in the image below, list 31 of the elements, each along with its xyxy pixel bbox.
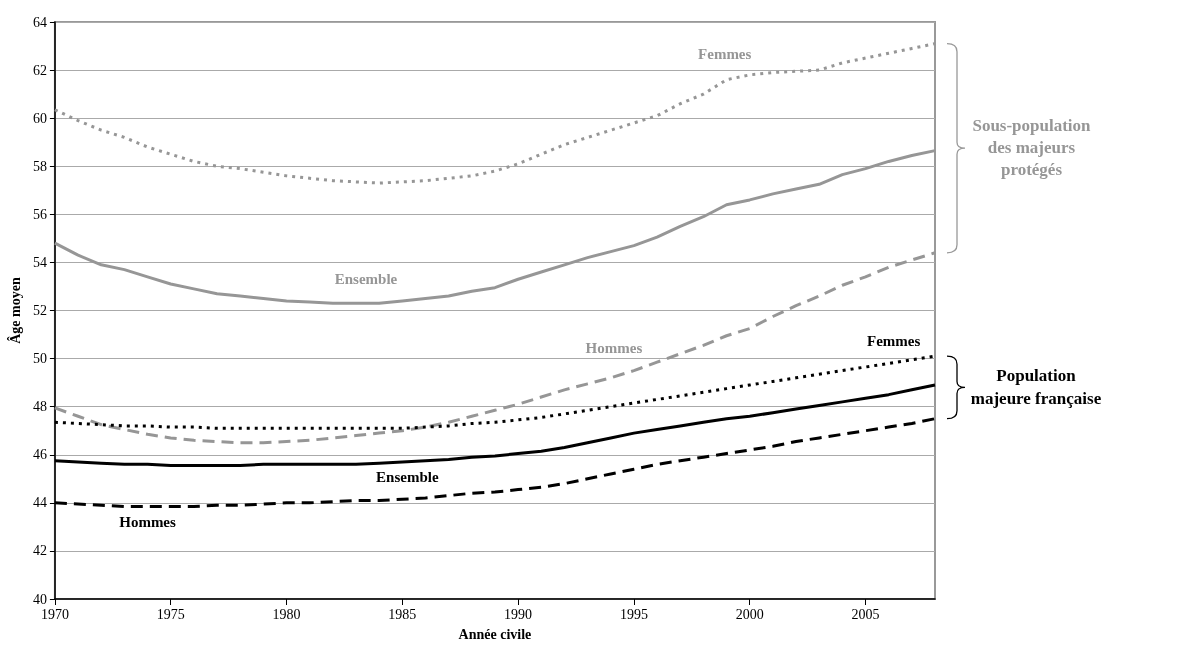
text: Population majeure française <box>969 365 1103 410</box>
x-tick-label: 1970 <box>40 606 69 622</box>
series-label: Femmes <box>698 46 752 63</box>
x-tick-label: 1985 <box>388 606 417 622</box>
series-label: Hommes <box>119 513 177 530</box>
y-tick-label: 60 <box>32 110 47 126</box>
y-tick-label: 42 <box>32 543 47 559</box>
y-tick-label: 40 <box>32 591 47 607</box>
x-tick-label: 2000 <box>735 606 764 622</box>
y-tick-label: 50 <box>32 351 47 367</box>
y-tick-label: 48 <box>32 399 47 415</box>
x-tick-label: 1975 <box>156 606 185 622</box>
series-label: Hommes <box>585 340 643 357</box>
y-tick-label: 54 <box>32 254 47 270</box>
x-tick-label: 2005 <box>851 606 880 622</box>
x-tick-label: 1995 <box>619 606 648 622</box>
series-label: Ensemble <box>376 469 439 486</box>
text: Sous-population des majeurs protégés <box>971 115 1092 182</box>
series-label: Ensemble <box>334 270 398 287</box>
x-tick-label: 1980 <box>272 606 301 622</box>
y-tick-label: 58 <box>32 158 47 174</box>
x-tick-label: 1990 <box>504 606 533 622</box>
y-tick-label: 52 <box>32 303 47 318</box>
y-tick-label: 64 <box>32 14 47 30</box>
series-label: Femmes <box>867 332 921 349</box>
y-tick-label: 62 <box>32 62 47 78</box>
y-tick-label: 44 <box>32 495 47 511</box>
x-axis-title: Année civile <box>458 626 532 642</box>
y-tick-label: 56 <box>32 206 47 222</box>
y-tick-label: 46 <box>32 447 47 463</box>
y-axis-title: Âge moyen <box>6 277 23 344</box>
